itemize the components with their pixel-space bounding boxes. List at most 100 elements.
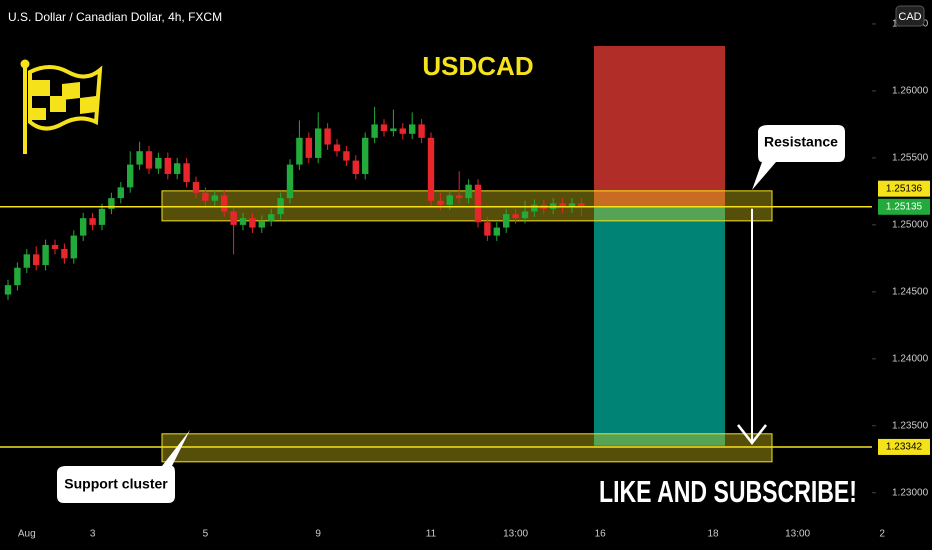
arrow-head	[737, 424, 767, 445]
candle-body	[145, 151, 153, 169]
candle-body	[503, 214, 510, 228]
candle-body	[108, 198, 115, 209]
candle-body	[315, 128, 322, 158]
candle-body	[61, 248, 68, 259]
candle-body	[343, 151, 350, 161]
x-tick-label: 9	[315, 529, 321, 540]
candle-body	[268, 214, 275, 221]
candle-body	[474, 184, 482, 223]
price-label-box	[878, 198, 930, 215]
candle-body	[164, 157, 171, 174]
chart-title: U.S. Dollar / Canadian Dollar, 4h, FXCM	[8, 10, 222, 24]
candle-body	[221, 195, 228, 212]
candle-body	[409, 124, 416, 134]
y-tick-label: 1.25000	[892, 220, 929, 231]
y-tick-label: 1.24500	[892, 286, 929, 297]
flag-icon	[20, 59, 103, 154]
candle-body	[427, 137, 435, 201]
x-tick-label: Aug	[18, 529, 36, 540]
candle-body	[239, 218, 247, 225]
candle-body	[484, 222, 491, 236]
price-label: 1.25136	[886, 183, 923, 194]
cta-text: LIKE AND SUBSCRIBE!	[599, 474, 857, 509]
candle-body	[380, 124, 388, 132]
callout-text: Resistance	[764, 134, 838, 150]
resistance-callout: Resistance	[752, 125, 845, 190]
candle-body	[456, 195, 463, 199]
x-tick-label: 13:00	[503, 529, 528, 540]
callout-bubble	[57, 430, 190, 503]
x-tick-label: 11	[426, 529, 437, 540]
candle-body	[493, 227, 500, 236]
candle-body	[117, 187, 124, 199]
price-label-box	[878, 438, 930, 455]
candle-body	[258, 220, 265, 228]
candle-body	[418, 124, 425, 138]
plot: 1.23000 1.23500 1.24000 1.24500 1.25000 1.255…	[0, 19, 929, 540]
price-label-box	[878, 180, 930, 197]
x-tick-label: 18	[707, 529, 719, 540]
y-tick-label: 1.23500	[892, 420, 929, 431]
price-label: 1.25135	[886, 201, 923, 212]
candle-body	[174, 163, 181, 174]
x-tick-label: 16	[595, 529, 607, 540]
candle-body	[399, 128, 406, 134]
candle-body	[333, 144, 341, 152]
y-tick-label: 1.23000	[892, 487, 929, 498]
candle-body	[465, 184, 472, 199]
x-tick-label: 13:00	[785, 529, 810, 540]
candle-body	[155, 157, 162, 169]
y-tick-label: 1.24000	[892, 353, 929, 364]
callout-bubble	[752, 125, 845, 190]
price-zone	[161, 433, 773, 463]
candle-body	[51, 244, 59, 249]
candle-body	[127, 164, 134, 188]
candle-body	[136, 151, 143, 165]
candle-body	[70, 235, 77, 259]
candle-body	[42, 244, 49, 266]
candle-body	[437, 200, 444, 205]
y-tick-label: 1.25500	[892, 153, 929, 164]
y-tick-label: 1.26000	[892, 86, 929, 97]
x-tick-label: 2	[879, 529, 885, 540]
candle-body	[578, 203, 585, 207]
x-tick-label: 3	[90, 529, 96, 540]
candle-body	[4, 285, 12, 295]
candle-body	[183, 163, 190, 183]
candle-body	[89, 218, 96, 225]
candle-body	[80, 218, 87, 236]
candle-body	[324, 128, 331, 145]
candle-body	[23, 254, 30, 268]
candle-body	[362, 137, 369, 174]
candle-body	[390, 128, 397, 132]
candle-body	[286, 164, 294, 199]
candle-body	[531, 204, 538, 212]
candle-body	[305, 137, 312, 158]
candle-body	[352, 160, 359, 174]
callout-text: Support cluster	[64, 476, 168, 492]
candle-body	[192, 182, 200, 193]
candle-body	[521, 211, 529, 219]
stop-zone	[594, 45, 725, 207]
candle-body	[371, 124, 378, 138]
price-label: 1.23342	[886, 442, 923, 453]
candle-body	[512, 214, 519, 219]
candle-body	[559, 203, 566, 208]
target-zone	[594, 206, 725, 446]
currency-label[interactable]: CAD	[898, 11, 921, 23]
candle-body	[14, 267, 21, 286]
candle-body	[446, 195, 453, 205]
candle-body	[202, 192, 209, 201]
candle-body	[568, 203, 576, 208]
candle-body	[249, 218, 256, 228]
currency-button[interactable]	[895, 5, 925, 27]
candle-body	[33, 254, 40, 266]
candle-body	[211, 195, 218, 201]
candle-body	[230, 211, 237, 225]
symbol-label: USDCAD	[422, 51, 533, 81]
candle-body	[98, 208, 106, 225]
support-callout: Support cluster	[57, 430, 190, 503]
